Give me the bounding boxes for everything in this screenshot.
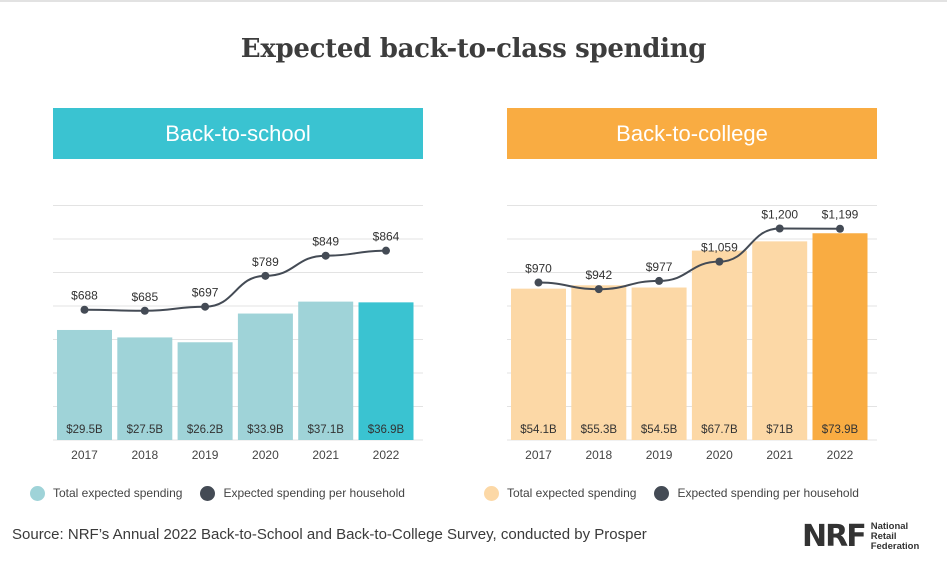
household-value-label: $864 (373, 230, 400, 244)
legend-swatch-total-icon (484, 485, 499, 501)
legend-label-household: Expected spending per household (223, 486, 405, 500)
x-tick-label: 2022 (373, 448, 400, 462)
legend-item-household: Expected spending per household (200, 485, 405, 501)
back-to-college-chart: $54.1B 2017 $55.3B 2018 $54.5B 2019 $67.7B 2020… (507, 205, 877, 462)
household-point-2022 (836, 224, 844, 233)
bar-value-label: $54.5B (641, 424, 678, 436)
back-to-school-chart: $29.5B 2017 $27.5B 2018 $26.2B 2019 $33.9B 2020… (53, 205, 423, 462)
back-to-college-legend: Total expected spending Expected spendin… (484, 485, 877, 501)
page-title: Expected back-to-class spending (240, 34, 707, 64)
household-point-2021 (321, 251, 330, 260)
household-point-2022 (382, 246, 390, 255)
bar-2018 (117, 337, 173, 440)
bar-2022 (812, 233, 868, 440)
x-tick-label: 2020 (252, 448, 279, 462)
legend-item-household: Expected spending per household (654, 485, 859, 501)
bar-value-label: $27.5B (127, 424, 164, 436)
bar-value-label: $54.1B (520, 424, 557, 436)
bar-2019 (631, 287, 687, 440)
legend-swatch-total-icon (30, 485, 45, 501)
back-to-college-header: Back-to-college (507, 108, 877, 159)
bar-2019 (177, 342, 233, 440)
bar-value-label: $67.7B (701, 424, 738, 436)
x-tick-label: 2022 (827, 448, 854, 462)
bar-2017 (511, 288, 566, 440)
x-tick-label: 2020 (706, 448, 733, 462)
household-value-label: $1,200 (761, 208, 798, 222)
household-point-2020 (715, 257, 724, 266)
bar-2021 (298, 301, 354, 440)
legend-item-total: Total expected spending (30, 485, 183, 501)
legend-item-total: Total expected spending (484, 485, 637, 501)
legend-label-household: Expected spending per household (677, 486, 859, 500)
bar-2017 (57, 329, 112, 440)
household-value-label: $685 (131, 290, 158, 304)
x-tick-label: 2018 (131, 448, 158, 462)
back-to-school-legend: Total expected spending Expected spendin… (30, 485, 423, 501)
x-tick-label: 2021 (312, 448, 339, 462)
household-point-2019 (201, 302, 210, 311)
bar-value-label: $36.9B (368, 424, 405, 436)
household-value-label: $942 (585, 268, 612, 282)
x-tick-label: 2019 (646, 448, 673, 462)
household-point-2020 (261, 271, 270, 280)
source-note: Source: NRF’s Annual 2022 Back-to-School… (12, 526, 647, 543)
household-value-label: $849 (312, 235, 339, 249)
bar-value-label: $73.9B (822, 424, 859, 436)
nrf-logo-line3: Federation (870, 541, 920, 552)
household-value-label: $970 (525, 262, 552, 276)
household-point-2019 (655, 276, 664, 285)
back-to-school-header: Back-to-school (53, 108, 423, 159)
x-tick-label: 2018 (585, 448, 612, 462)
household-point-2017 (80, 305, 89, 314)
household-value-label: $1,199 (822, 208, 859, 222)
household-point-2017 (534, 278, 543, 287)
nrf-logo-line1: National (870, 521, 909, 532)
bar-value-label: $33.9B (247, 424, 284, 436)
household-point-2021 (775, 224, 784, 233)
bar-value-label: $26.2B (187, 424, 224, 436)
bar-value-label: $37.1B (307, 424, 344, 436)
legend-label-total: Total expected spending (53, 486, 183, 500)
bar-2021 (752, 241, 808, 440)
x-tick-label: 2019 (192, 448, 219, 462)
household-value-label: $789 (252, 255, 279, 269)
household-value-label: $688 (71, 289, 98, 303)
household-point-2018 (594, 285, 603, 294)
legend-swatch-household-icon (200, 485, 216, 501)
nrf-logo: NRF National Retail Federation (802, 520, 937, 554)
x-tick-label: 2017 (71, 448, 98, 462)
nrf-logo-text: National Retail Federation (871, 522, 920, 552)
legend-label-total: Total expected spending (507, 486, 637, 500)
bar-2022 (358, 302, 414, 440)
legend-swatch-household-icon (654, 485, 670, 501)
nrf-logo-line2: Retail (870, 531, 897, 542)
bar-2020 (237, 313, 293, 440)
bar-2020 (691, 250, 747, 440)
household-value-label: $1,059 (701, 241, 738, 255)
bar-2018 (571, 285, 627, 440)
top-divider (0, 0, 947, 2)
household-value-label: $697 (192, 286, 219, 300)
bar-value-label: $55.3B (581, 424, 618, 436)
x-tick-label: 2017 (525, 448, 552, 462)
bar-value-label: $29.5B (66, 424, 103, 436)
household-point-2018 (140, 306, 149, 315)
bar-value-label: $71B (766, 424, 793, 436)
nrf-logo-mark: NRF (802, 519, 867, 554)
x-tick-label: 2021 (766, 448, 793, 462)
household-value-label: $977 (646, 260, 673, 274)
